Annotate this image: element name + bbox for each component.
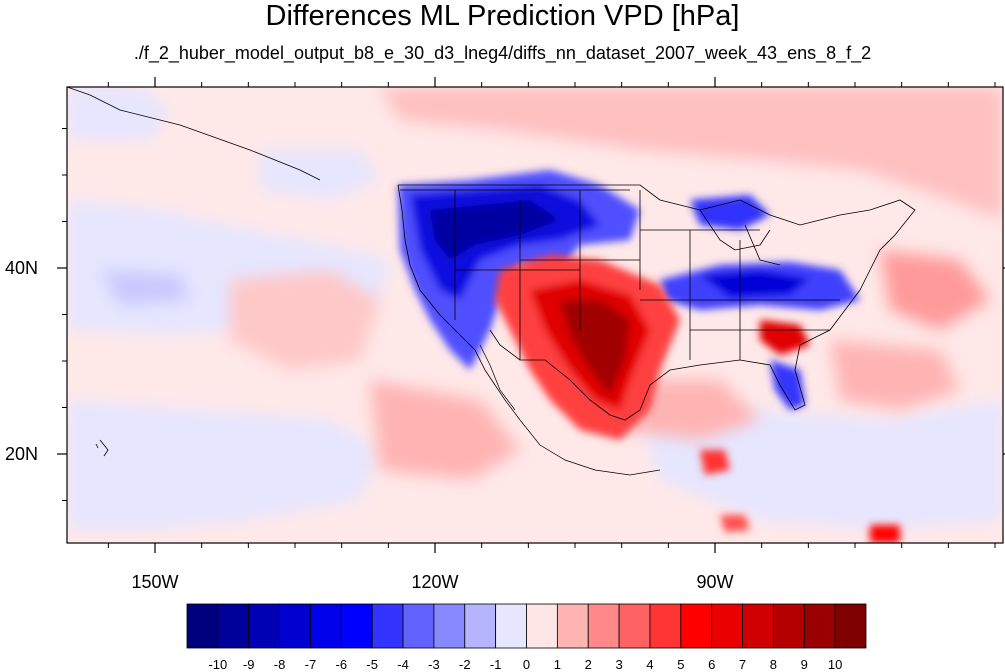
colorbar-swatch	[464, 603, 497, 649]
lat-tick-label: 40N	[5, 258, 38, 278]
colorbar-label: 6	[708, 657, 715, 672]
field-positive-weak	[100, 87, 1003, 480]
colorbar-swatch	[711, 603, 743, 649]
colorbar-swatch	[618, 603, 651, 649]
field-positive-south	[495, 255, 900, 543]
colorbar-label: 4	[646, 657, 653, 672]
colorbar-label: -8	[274, 657, 286, 672]
coastlines	[67, 87, 916, 457]
colorbar-swatch	[834, 603, 867, 649]
minor-ticks	[62, 82, 996, 548]
colorbar-label: 7	[739, 657, 746, 672]
field-negative-east	[660, 262, 860, 410]
colorbar-swatch	[649, 603, 682, 649]
colorbar-label: 8	[770, 657, 777, 672]
colorbar-swatch	[371, 603, 404, 649]
colorbar-swatch	[402, 603, 435, 649]
longitude-axis: 150W 120W 90W	[131, 77, 734, 592]
colorbar-swatch	[186, 603, 219, 649]
colorbar-label: -1	[490, 657, 502, 672]
colorbar-swatch	[340, 603, 373, 649]
colorbar-swatch	[495, 603, 527, 649]
lon-tick-label: 150W	[131, 572, 178, 592]
colorbar: -10 -9 -8 -7 -6 -5 -4 -3 -2 -1 0 1 2 3 4 5 6 7 8 9 10	[186, 603, 867, 672]
colorbar-label: -6	[336, 657, 348, 672]
colorbar-swatch	[526, 603, 558, 649]
latitude-axis: 40N 20N	[5, 258, 1005, 464]
colorbar-label: -2	[459, 657, 471, 672]
colorbar-label: -7	[305, 657, 317, 672]
colorbar-swatch	[433, 603, 466, 649]
colorbar-swatch	[587, 603, 620, 649]
colorbar-label: 1	[554, 657, 561, 672]
colorbar-swatch	[279, 603, 311, 649]
lat-tick-label: 20N	[5, 444, 38, 464]
plot-area	[67, 87, 1003, 543]
colorbar-label: 5	[677, 657, 684, 672]
colorbar-label: 10	[828, 657, 842, 672]
colorbar-swatch	[680, 603, 713, 649]
mexico-coast	[479, 344, 661, 476]
colorbar-label: -10	[208, 657, 227, 672]
colorbar-label: 9	[801, 657, 808, 672]
colorbar-swatch	[248, 603, 280, 649]
colorbar-label: -4	[397, 657, 409, 672]
lon-tick-label: 120W	[411, 572, 458, 592]
colorbar-label: -5	[366, 657, 378, 672]
colorbar-label: 3	[615, 657, 622, 672]
map-title: Differences ML Prediction VPD [hPa]	[265, 0, 740, 32]
colorbar-label: 0	[523, 657, 530, 672]
colorbar-swatch	[310, 603, 342, 649]
colorbar-label: 2	[585, 657, 592, 672]
colorbar-swatch	[773, 603, 805, 649]
colorbar-swatch	[556, 603, 589, 649]
map-subtitle: ./f_2_huber_model_output_b8_e_30_d3_lneg…	[133, 43, 872, 63]
field-negative-west	[398, 170, 770, 370]
colorbar-swatch	[803, 603, 836, 649]
lon-tick-label: 90W	[696, 572, 733, 592]
colorbar-swatch	[742, 603, 774, 649]
colorbar-swatch	[217, 603, 250, 649]
colorbar-label: -3	[428, 657, 440, 672]
colorbar-label: -9	[243, 657, 255, 672]
